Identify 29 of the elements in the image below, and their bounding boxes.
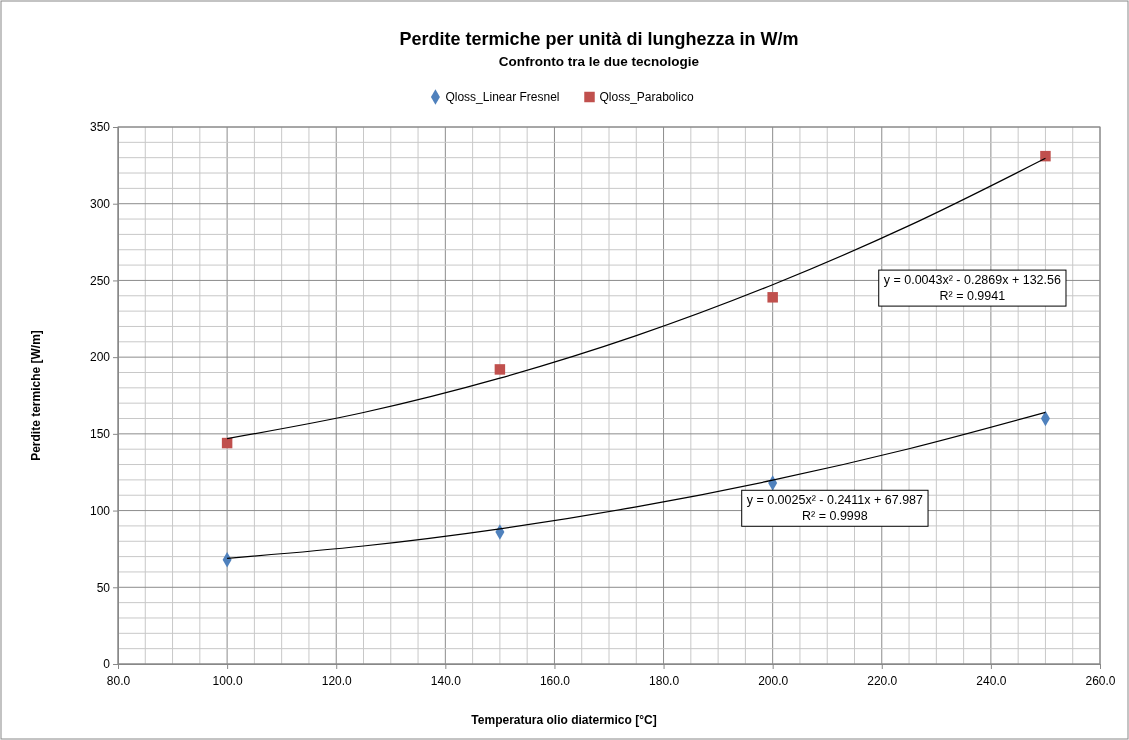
y-tick-label: 300 xyxy=(89,197,111,212)
x-tick-label: 220.0 xyxy=(867,674,898,689)
point xyxy=(494,364,506,375)
y-tick-label: 250 xyxy=(89,273,111,288)
y-axis-title: Perdite termiche [W/m] xyxy=(29,330,43,461)
chart-title: Perdite termiche per unità di lunghezza in W/m xyxy=(399,29,799,49)
legend-label: Qloss_Parabolico xyxy=(599,90,694,104)
y-tick-label: 150 xyxy=(89,427,111,442)
x-tick-label: 180.0 xyxy=(649,674,680,689)
x-tick-label: 100.0 xyxy=(212,674,243,689)
annotation: y = 0.0025x² - 0.2411x + 67.987 R² = 0.9998 xyxy=(746,493,924,524)
y-tick-label: 200 xyxy=(89,350,111,365)
y-tick-label: 350 xyxy=(89,120,111,135)
x-tick-label: 140.0 xyxy=(430,674,462,689)
x-axis-title: Temperatura olio diatermico [°C] xyxy=(471,713,657,727)
x-tick-label: 80.0 xyxy=(106,674,131,689)
x-tick-label: 120.0 xyxy=(321,674,353,689)
point xyxy=(1040,150,1051,162)
x-tick-label: 200.0 xyxy=(758,674,789,689)
x-tick-label: 240.0 xyxy=(976,674,1007,689)
x-tick-label: 160.0 xyxy=(539,674,571,689)
y-tick-label: 0 xyxy=(103,657,111,672)
legend-label: Qloss_Linear Fresnel xyxy=(445,90,560,104)
point xyxy=(767,292,778,303)
y-tick-label: 100 xyxy=(89,503,111,518)
x-tick-label: 260.0 xyxy=(1085,674,1116,689)
y-tick-label: 50 xyxy=(96,580,111,595)
annotation: y = 0.0043x² - 0.2869x + 132.56 R² = 0.9941 xyxy=(883,273,1061,304)
chart-subtitle: Confronto tra le due tecnologie xyxy=(498,54,700,69)
